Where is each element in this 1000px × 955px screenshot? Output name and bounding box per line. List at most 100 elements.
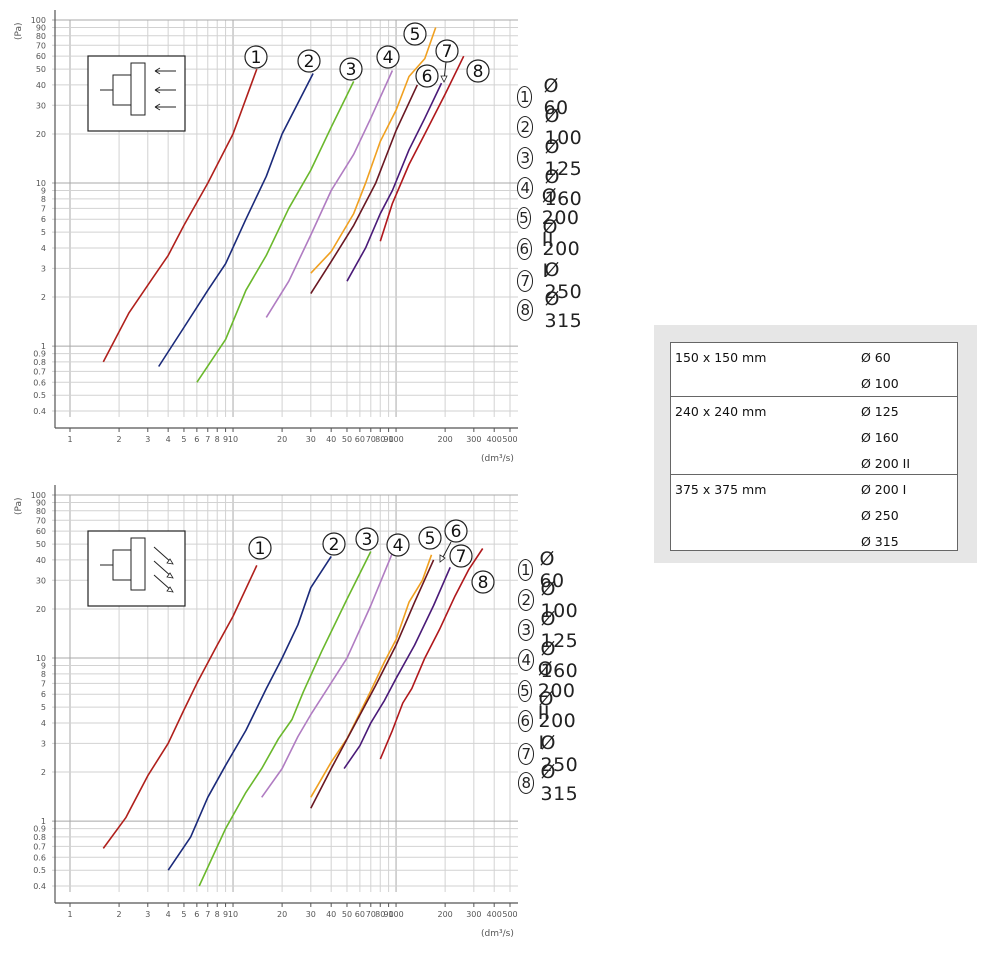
curve-marker-3: 3 [355, 527, 379, 551]
y-tick-label: 0.5 [33, 866, 46, 875]
x-tick-label: 4 [166, 910, 171, 919]
legend-number: 7 [518, 743, 535, 765]
x-tick-label: 6 [194, 910, 199, 919]
y-tick-label: 0.9 [33, 825, 46, 834]
x-tick-label: 200 [437, 910, 452, 919]
x-tick-label: 90 [383, 435, 393, 444]
legend-number: 8 [517, 299, 534, 321]
diameter-value: Ø 60 [861, 350, 891, 365]
x-tick-label: 80 [375, 910, 385, 919]
series-line-2 [167, 555, 332, 871]
legend-label: Ø 125 [544, 136, 583, 180]
x-tick-label: 1 [67, 435, 72, 444]
legend-label: Ø 200 II [541, 185, 580, 251]
size-table: 150 x 150 mm Ø 60 Ø 100 240 x 240 mm Ø 1… [670, 342, 958, 551]
x-tick-label: 8 [215, 910, 220, 919]
legend-number: 1 [517, 86, 533, 108]
curve-number-markers: 1 2 3 4 5 7 6 8 [244, 22, 490, 88]
legend-number: 5 [518, 680, 532, 702]
legend-number: 4 [518, 649, 535, 671]
y-tick-label: 3 [41, 739, 46, 748]
x-axis-unit: (dm³/s) [481, 454, 514, 464]
x-tick-label: 8 [215, 435, 220, 444]
x-tick-label: 40 [326, 910, 336, 919]
y-tick-label: 3 [41, 264, 46, 273]
x-tick-label: 500 [502, 435, 517, 444]
series-line-7 [346, 82, 443, 282]
curve-marker-4-text: 4 [383, 48, 394, 68]
legend-number: 1 [518, 559, 534, 581]
series-lines [102, 27, 465, 383]
x-tick-label: 3 [145, 435, 150, 444]
curve-marker-1-text: 1 [255, 539, 266, 559]
y-axis-unit: (Pa) [14, 497, 24, 515]
x-tick-label: 9 [223, 910, 228, 919]
curve-marker-7-text: 7 [456, 547, 467, 567]
top-legend-item-3: 3 Ø 125 [517, 136, 588, 180]
y-tick-label: 2 [41, 768, 46, 777]
top-legend-item-4: 4 Ø 160 [517, 166, 588, 210]
y-tick-label: 20 [36, 605, 46, 614]
diameter-value: Ø 315 [861, 534, 899, 549]
curve-marker-8: 8 [471, 570, 495, 594]
curve-marker-1: 1 [244, 45, 268, 69]
size-table-group: 375 x 375 mm Ø 200 I Ø 250 Ø 315 [671, 474, 957, 550]
curve-marker-2-text: 2 [329, 535, 340, 555]
y-tick-label: 70 [36, 41, 46, 50]
y-tick-label: 20 [36, 130, 46, 139]
y-tick-label: 40 [36, 556, 46, 565]
y-tick-label: 4 [41, 244, 46, 253]
legend-number: 6 [518, 710, 533, 732]
axes [54, 485, 518, 907]
legend-label: Ø 125 [540, 608, 579, 652]
x-tick-label: 7 [205, 910, 210, 919]
x-tick-label: 9 [223, 435, 228, 444]
y-tick-label: 90 [36, 23, 46, 32]
series-line-5 [310, 27, 437, 274]
y-tick-label: 9 [41, 662, 46, 671]
x-tick-label: 2 [117, 435, 122, 444]
y-tick-label: 0.5 [33, 391, 46, 400]
legend-label: Ø 250 [544, 259, 583, 303]
series-line-7 [343, 566, 451, 770]
series-line-5 [310, 554, 433, 798]
y-tick-label: 70 [36, 516, 46, 525]
curve-marker-6-text: 6 [451, 522, 462, 542]
x-tick-label: 4 [166, 435, 171, 444]
x-tick-label: 30 [306, 435, 316, 444]
y-tick-label: 90 [36, 498, 46, 507]
legend-number: 2 [518, 589, 535, 611]
size-table-panel: 150 x 150 mm Ø 60 Ø 100 240 x 240 mm Ø 1… [654, 325, 977, 563]
y-tick-label: 7 [41, 204, 46, 213]
curve-marker-3: 3 [339, 57, 363, 81]
curve-marker-3-text: 3 [346, 60, 357, 80]
legend-number: 3 [517, 147, 534, 169]
y-tick-label: 0.7 [33, 367, 46, 376]
axes [54, 10, 518, 432]
duct-size: 375 x 375 mm [675, 482, 767, 497]
legend-label: Ø 315 [544, 288, 583, 332]
y-axis-unit: (Pa) [14, 22, 24, 40]
y-tick-label: 100 [31, 16, 46, 25]
series-line-8 [379, 55, 465, 242]
y-tick-label: 6 [41, 690, 46, 699]
y-tick-label: 5 [41, 228, 46, 237]
x-tick-label: 50 [342, 910, 352, 919]
diagonal-outlet-arrows-icon [87, 530, 186, 607]
legend-label: Ø 200 II [537, 658, 576, 724]
curve-marker-5-text: 5 [410, 25, 421, 45]
y-tick-label: 0.8 [33, 833, 46, 842]
series-line-4 [261, 552, 394, 798]
legend-number: 2 [517, 116, 534, 138]
curve-marker-5-text: 5 [425, 529, 436, 549]
x-tick-label: 3 [145, 910, 150, 919]
top-legend-item-8: 8 Ø 315 [517, 288, 588, 332]
x-tick-label: 200 [437, 435, 452, 444]
series-line-6 [310, 559, 435, 809]
x-tick-label: 10 [228, 435, 238, 444]
curve-number-markers: 1 2 3 4 5 6 7 8 [248, 519, 495, 594]
